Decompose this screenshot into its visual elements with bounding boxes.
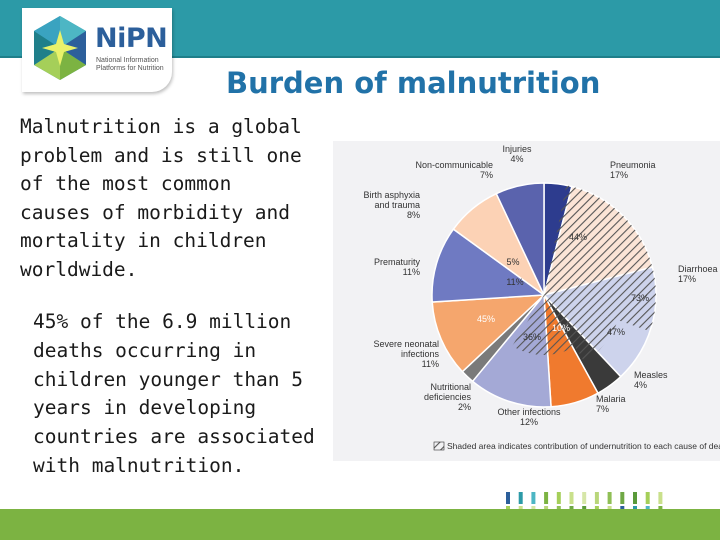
pie-slice-severe-neonatal-infections (431, 294, 547, 373)
inner-percentage-label: 45% (477, 314, 495, 324)
undernutrition-share-2 (544, 203, 656, 332)
intro-paragraph: Malnutrition is a global problem and is … (20, 115, 302, 281)
slice-label-prematurity: Prematurity 11% (374, 257, 421, 277)
slice-label-nutritional-deficiencies: Nutritional deficiencies 2% (424, 382, 472, 412)
slice-label-malaria: Malaria 7% (596, 394, 626, 414)
decorative-bar-top (582, 492, 587, 504)
inner-percentage-label: 73% (631, 293, 649, 303)
decorative-bar-top (620, 492, 625, 504)
inner-percentage-label: 5% (506, 257, 519, 267)
chart-legend: Shaded area indicates contribution of un… (433, 441, 720, 451)
logo-wordmark: NiPN (95, 23, 168, 54)
logo-subtitle: National Information Platforms for Nutri… (96, 57, 164, 72)
legend-note: Shaded area indicates contribution of un… (447, 441, 720, 451)
inner-percentage-label: 11% (506, 277, 523, 287)
slice-label-pneumonia: Pneumonia 17% (610, 160, 656, 180)
nipn-logo: NiPN National Information Platforms for … (22, 8, 172, 92)
undernutrition-share-3 (544, 295, 618, 362)
slice-label-severe-neonatal-infections: Severe neonatal infections 11% (373, 339, 439, 369)
decorative-bar-top (556, 492, 561, 504)
inner-percentage-label: 47% (607, 327, 625, 337)
nipn-logo-icon (34, 16, 86, 80)
undernutrition-share-5 (512, 295, 544, 355)
inner-percentage-label: 36% (523, 332, 541, 342)
pie-slice-non-communicable (495, 182, 545, 296)
decorative-bar-top (607, 492, 612, 504)
decorative-bar-top (658, 492, 663, 504)
slice-label-other-infections: Other infections 12% (497, 407, 561, 427)
inner-percentage-label: 10% (552, 323, 570, 333)
inner-percentage-label: 44% (569, 232, 587, 242)
pie-slice-prematurity (431, 228, 547, 303)
slice-label-non-communicable: Non-communicable 7% (415, 160, 493, 180)
undernutrition-share-1 (544, 185, 610, 295)
malnutrition-pie-chart: Injuries 4% Pneumonia 17% Diarrhoea 17% Measle… (333, 141, 720, 461)
decorative-bar-top (569, 492, 574, 504)
decorative-bar-top (531, 492, 536, 504)
page-title: Burden of malnutrition (226, 66, 601, 100)
slice-label-diarrhoea: Diarrhoea 17% (678, 264, 718, 284)
decorative-bar-top (594, 492, 599, 504)
decorative-bar-top (633, 492, 637, 504)
decorative-bar-top (518, 492, 523, 504)
decorative-bar-top (544, 492, 549, 504)
decorative-bar-top (506, 492, 510, 504)
undernutrition-share-4 (543, 295, 575, 355)
footer-band (0, 509, 720, 540)
decorative-bar-top (645, 492, 650, 504)
legend-hatch-swatch (433, 441, 445, 451)
slice-label-injuries: Injuries 4% (502, 144, 532, 164)
header-band-edge (0, 56, 720, 58)
slice-label-birth-asphyxia-and-trauma: Birth asphyxia and trauma 8% (363, 190, 420, 220)
slice-label-measles: Measles 4% (634, 370, 668, 390)
statistic-paragraph: 45% of the 6.9 million deaths occurring … (33, 310, 315, 477)
